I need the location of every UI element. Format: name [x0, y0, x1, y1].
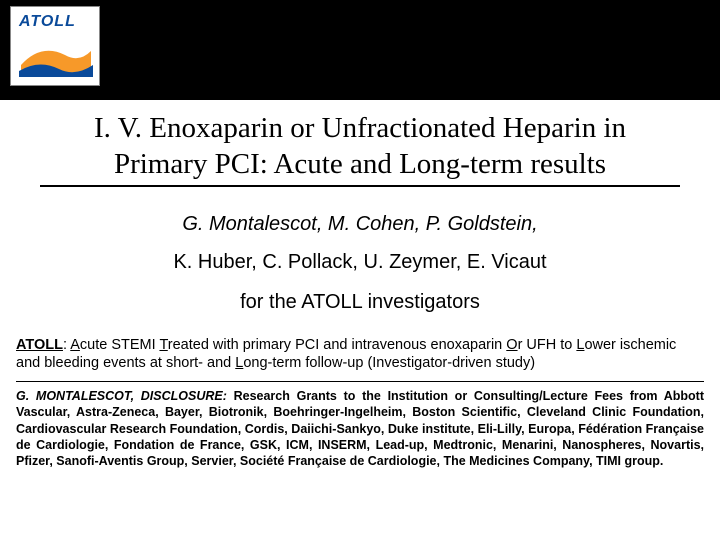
disclosure-block: G. MONTALESCOT, DISCLOSURE: Research Gra… [0, 388, 720, 479]
authors-line1: G. Montalescot, M. Cohen, P. Goldstein, [30, 205, 690, 243]
disclosure-lead: G. MONTALESCOT, DISCLOSURE: [16, 389, 227, 403]
atoll-def-body: : Acute STEMI Treated with primary PCI a… [16, 337, 676, 372]
title-underline [40, 185, 680, 187]
header-strip: ATOLL [0, 0, 720, 100]
logo-text: ATOLL [19, 13, 76, 31]
divider-line [16, 381, 704, 382]
title-line1: I. V. Enoxaparin or Unfractionated Hepar… [16, 110, 704, 146]
title-block: I. V. Enoxaparin or Unfractionated Hepar… [0, 100, 720, 191]
authors-block: G. Montalescot, M. Cohen, P. Goldstein, … [0, 191, 720, 281]
atoll-logo: ATOLL [10, 6, 100, 86]
atoll-label: ATOLL [16, 337, 63, 353]
for-investigators-line: for the ATOLL investigators [0, 281, 720, 318]
authors-line2: K. Huber, C. Pollack, U. Zeymer, E. Vica… [30, 243, 690, 281]
atoll-definition: ATOLL: Acute STEMI Treated with primary … [0, 318, 720, 374]
logo-swoosh-icon [19, 37, 93, 77]
title-line2: Primary PCI: Acute and Long-term results [16, 146, 704, 182]
